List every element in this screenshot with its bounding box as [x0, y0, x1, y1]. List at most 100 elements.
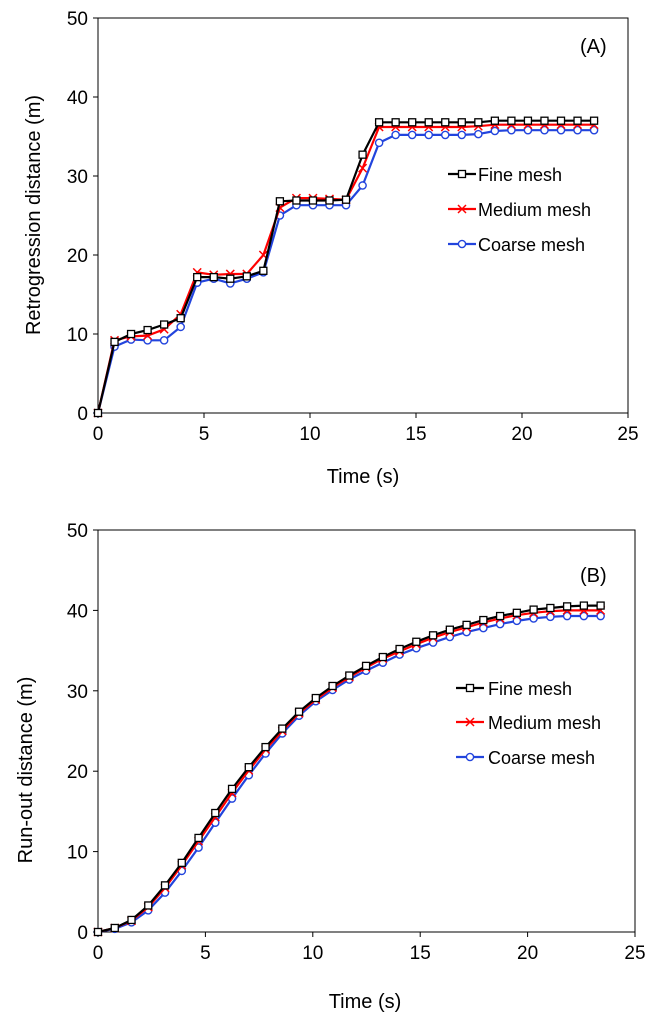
x-tick-label: 10: [299, 424, 320, 445]
x-tick-label: 20: [511, 424, 532, 445]
data-point-coarse-mesh: [507, 125, 516, 135]
data-point-fine-mesh: [540, 116, 549, 125]
data-point-fine-mesh: [176, 314, 185, 323]
series-line-coarse-mesh: [97, 614, 601, 934]
data-point-fine-mesh: [529, 605, 538, 614]
panel-label-b: (B): [580, 565, 607, 587]
data-point-fine-mesh: [261, 742, 270, 752]
data-point-fine-mesh: [93, 927, 103, 937]
data-point-fine-mesh: [462, 620, 471, 630]
data-point-fine-mesh: [495, 611, 505, 621]
data-point-fine-mesh: [244, 763, 253, 772]
data-point-fine-mesh: [562, 602, 572, 611]
y-tick-label: 10: [67, 843, 88, 864]
data-point-fine-mesh: [259, 266, 268, 275]
data-point-coarse-mesh: [562, 611, 572, 621]
plot-area-border: [97, 529, 636, 933]
data-point-fine-mesh: [507, 116, 516, 125]
panel-label-a: (A): [580, 36, 607, 58]
data-point-fine-mesh: [441, 118, 450, 127]
data-point-fine-mesh: [209, 272, 218, 282]
series-group-a: [93, 116, 599, 418]
data-point-fine-mesh: [358, 150, 367, 159]
series-fine-mesh: [93, 601, 605, 937]
data-point-fine-mesh: [275, 197, 285, 206]
data-point-fine-mesh: [325, 196, 334, 205]
data-point-fine-mesh: [523, 116, 533, 125]
data-point-fine-mesh: [193, 272, 202, 282]
x-tick-label: 0: [93, 943, 104, 964]
data-point-fine-mesh: [474, 118, 483, 127]
data-point-coarse-mesh: [479, 623, 488, 633]
legend-label-coarse-mesh: Coarse mesh: [488, 748, 595, 768]
data-point-fine-mesh: [308, 196, 318, 205]
data-point-fine-mesh: [160, 881, 170, 890]
series-group-b: [93, 601, 606, 937]
data-point-fine-mesh: [126, 329, 136, 339]
data-point-fine-mesh: [110, 923, 119, 933]
x-tick-label: 5: [200, 943, 211, 964]
data-point-fine-mesh: [589, 116, 599, 125]
data-point-coarse-mesh: [391, 130, 400, 140]
x-axis-label-b: Time (s): [329, 991, 402, 1013]
data-point-coarse-mesh: [358, 181, 367, 190]
data-point-fine-mesh: [428, 631, 438, 640]
legend-label-fine-mesh: Fine mesh: [478, 165, 562, 185]
x-tick-label: 10: [302, 943, 323, 964]
data-point-fine-mesh: [311, 693, 320, 703]
data-point-coarse-mesh: [440, 130, 450, 140]
x-tick-label: 5: [199, 424, 210, 445]
y-tick-label: 40: [67, 601, 88, 622]
data-point-fine-mesh: [143, 325, 152, 335]
data-point-fine-mesh: [127, 915, 136, 925]
data-point-fine-mesh: [573, 116, 582, 125]
data-point-coarse-mesh: [546, 612, 555, 622]
legend-swatch-marker-fine-mesh: [465, 683, 475, 693]
plot-frame-a: 0 10 20 30 40 50 0 5 10 15 20 25: [67, 9, 639, 445]
y-tick-label: 30: [67, 682, 88, 703]
data-point-fine-mesh: [211, 808, 220, 818]
series-coarse-mesh: [93, 611, 605, 937]
data-point-fine-mesh: [408, 118, 417, 127]
data-point-coarse-mesh: [407, 130, 417, 140]
y-axis-label-a: Retrogression distance (m): [23, 95, 45, 335]
data-point-coarse-mesh: [474, 129, 483, 139]
x-tick-label: 15: [410, 943, 431, 964]
data-point-fine-mesh: [292, 196, 301, 205]
y-axis-label-b: Run-out distance (m): [15, 677, 37, 864]
x-axis-label-a: Time (s): [327, 466, 400, 488]
data-point-fine-mesh: [546, 603, 555, 613]
data-point-fine-mesh: [479, 615, 488, 625]
legend-swatch-marker-coarse-mesh: [457, 239, 467, 249]
data-point-coarse-mesh: [512, 616, 522, 626]
y-tick-label: 10: [67, 325, 88, 346]
legend-swatch-marker-coarse-mesh: [465, 752, 475, 762]
data-point-coarse-mesh: [579, 611, 589, 621]
legend-swatch-marker-medium-mesh: [457, 204, 467, 214]
legend-a: Fine mesh Medium mesh Coarse mesh: [448, 165, 591, 255]
data-point-coarse-mesh: [596, 611, 605, 621]
data-point-coarse-mesh: [540, 125, 549, 135]
data-point-coarse-mesh: [424, 130, 434, 140]
data-point-coarse-mesh: [159, 336, 169, 345]
legend-label-medium-mesh: Medium mesh: [478, 200, 591, 220]
y-tick-label: 0: [77, 923, 88, 944]
y-tick-label: 50: [67, 9, 88, 30]
data-point-fine-mesh: [110, 337, 119, 347]
data-point-fine-mesh: [445, 625, 454, 634]
data-point-fine-mesh: [159, 320, 169, 329]
legend-swatch-marker-medium-mesh: [465, 717, 475, 727]
y-tick-label: 40: [67, 88, 88, 109]
data-point-fine-mesh: [378, 652, 387, 662]
data-point-fine-mesh: [226, 274, 235, 283]
data-point-fine-mesh: [395, 644, 404, 654]
data-point-fine-mesh: [512, 608, 522, 617]
plot-area-border: [97, 17, 629, 414]
data-point-fine-mesh: [412, 637, 421, 646]
data-point-coarse-mesh: [589, 125, 599, 135]
y-tick-label: 50: [67, 521, 88, 542]
chart-panel-a: 0 10 20 30 40 50 0 5 10 15 20 25 (A) Time (s) Retro…: [23, 9, 639, 488]
data-point-fine-mesh: [242, 272, 251, 281]
data-point-fine-mesh: [278, 724, 287, 733]
